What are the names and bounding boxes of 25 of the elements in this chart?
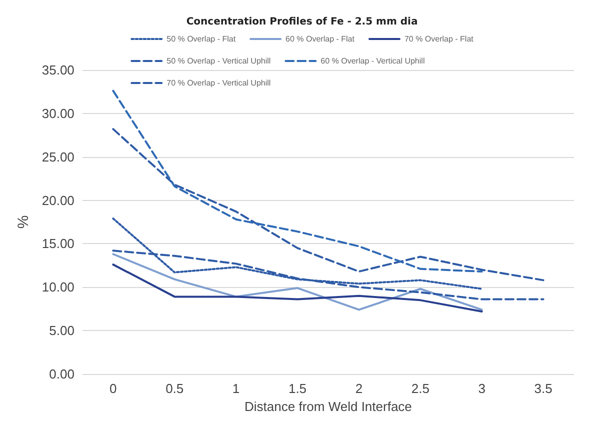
x-tick-label: 2.5 [411,381,430,396]
y-tick-label: 0.00 [49,366,74,382]
x-tick-label: 0 [110,381,117,396]
x-tick-label: 1.5 [288,381,307,396]
x-tick-label: 3.5 [534,381,552,396]
legend-label: 50 % Overlap - Flat [166,34,236,44]
legend-label: 70 % Overlap - Vertical Uphill [166,78,271,88]
legend-label: 60 % Overlap - Flat [286,34,356,44]
chart-title: Concentration Profiles of Fe - 2.5 mm dia [186,16,418,28]
y-tick-label: 30.00 [42,106,74,121]
legend-label: 60 % Overlap - Vertical Uphill [320,56,425,66]
x-axis-title: Distance from Weld Interface [244,398,412,414]
y-tick-label: 15.00 [42,236,74,252]
legend-label: 70 % Overlap - Flat [404,34,474,44]
x-tick-label: 2 [355,381,363,396]
y-tick-label: 25.00 [42,149,74,164]
y-tick-label: 20.00 [42,192,74,208]
x-tick-label: 3 [478,381,486,396]
y-tick-label: 35.00 [42,62,74,78]
y-tick-label: 5.00 [49,323,74,338]
legend-label: 50 % Overlap - Vertical Uphill [166,56,271,66]
y-tick-label: 10.00 [42,280,74,295]
x-tick-label: 1 [232,381,240,396]
y-axis-title: % [15,215,32,229]
x-tick-label: 0.5 [166,381,184,396]
